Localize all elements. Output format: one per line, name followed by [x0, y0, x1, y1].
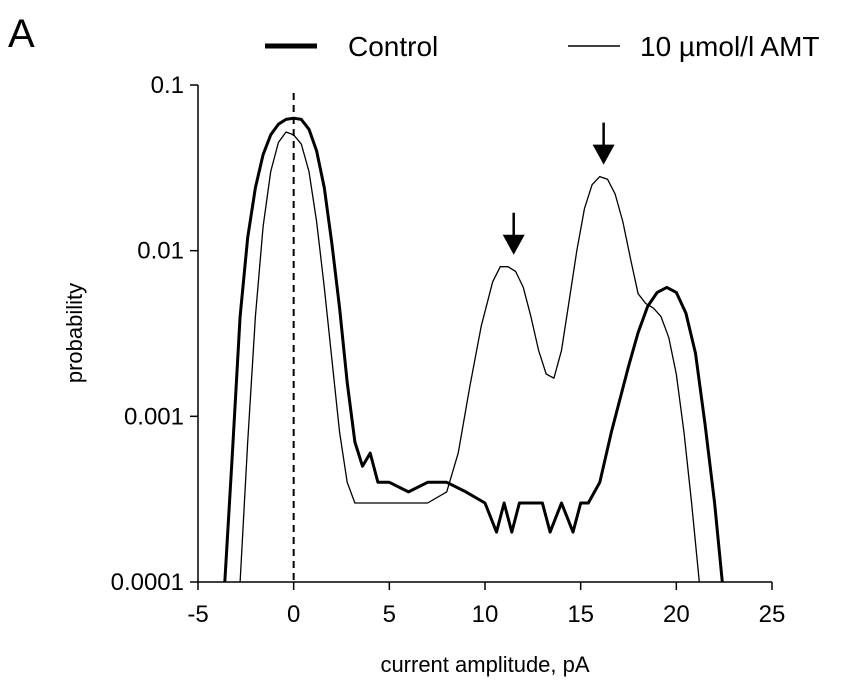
legend-label-amt: 10 µmol/l AMT	[640, 31, 820, 62]
arrow-icon	[502, 234, 525, 255]
x-tick-label: 15	[567, 601, 594, 628]
y-tick-label: 0.001	[124, 403, 184, 430]
plot-area	[223, 93, 724, 582]
arrow-icon	[592, 144, 615, 165]
legend: Control 10 µmol/l AMT	[265, 31, 820, 62]
y-tick-label: 0.01	[137, 238, 184, 265]
x-tick-label: 20	[663, 601, 690, 628]
y-tick-label: 0.1	[151, 72, 184, 99]
series-line-0	[223, 116, 724, 582]
series-line-1	[239, 131, 700, 582]
y-tick-label: 0.0001	[111, 569, 184, 596]
panel-label: A	[8, 12, 35, 56]
legend-label-control: Control	[348, 31, 438, 62]
x-tick-label: 25	[759, 601, 786, 628]
x-tick-label: 10	[472, 601, 499, 628]
x-tick-label: 0	[287, 601, 300, 628]
x-tick-label: 5	[383, 601, 396, 628]
x-tick-label: -5	[187, 601, 208, 628]
y-axis-title: probability	[62, 283, 87, 383]
axes: -5 0 5 10 15 20 25 0.0001 0.001 0.01 0.1	[111, 72, 786, 628]
x-axis-title: current amplitude, pA	[380, 652, 589, 677]
